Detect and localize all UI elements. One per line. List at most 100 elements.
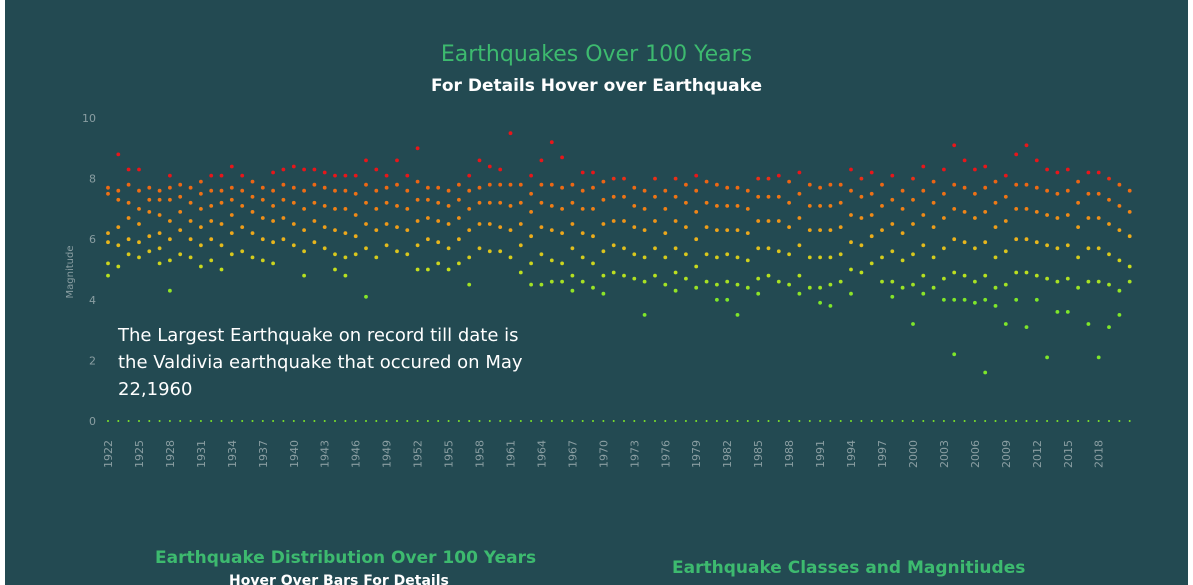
earthquake-point[interactable]	[735, 282, 740, 287]
earthquake-point[interactable]	[828, 255, 833, 260]
earthquake-point[interactable]	[188, 219, 193, 223]
earthquake-point[interactable]	[807, 255, 812, 260]
earthquake-point[interactable]	[1045, 355, 1049, 360]
earthquake-point[interactable]	[334, 420, 336, 422]
earthquake-point[interactable]	[302, 273, 306, 278]
earthquake-point[interactable]	[457, 237, 461, 242]
earthquake-point[interactable]	[715, 228, 719, 233]
earthquake-point[interactable]	[322, 170, 327, 175]
earthquake-point[interactable]	[436, 200, 441, 205]
earthquake-point[interactable]	[426, 185, 430, 190]
earthquake-point[interactable]	[178, 182, 183, 187]
earthquake-point[interactable]	[374, 207, 379, 211]
earthquake-points[interactable]	[106, 131, 1132, 422]
earthquake-point[interactable]	[1025, 420, 1028, 422]
earthquake-point[interactable]	[611, 176, 616, 181]
earthquake-point[interactable]	[828, 228, 833, 233]
earthquake-point[interactable]	[529, 191, 533, 196]
earthquake-point[interactable]	[911, 252, 915, 257]
earthquake-point[interactable]	[611, 270, 616, 275]
earthquake-point[interactable]	[602, 420, 605, 422]
earthquake-point[interactable]	[436, 185, 441, 190]
earthquake-point[interactable]	[209, 258, 214, 263]
earthquake-point[interactable]	[250, 210, 255, 214]
earthquake-point[interactable]	[272, 420, 275, 422]
earthquake-point[interactable]	[1034, 185, 1039, 190]
earthquake-point[interactable]	[333, 252, 337, 257]
earthquake-point[interactable]	[106, 231, 110, 236]
earthquake-point[interactable]	[147, 234, 152, 239]
earthquake-point[interactable]	[260, 258, 265, 263]
earthquake-point[interactable]	[931, 200, 936, 205]
earthquake-point[interactable]	[973, 216, 977, 220]
earthquake-point[interactable]	[715, 255, 719, 260]
earthquake-point[interactable]	[859, 176, 864, 181]
earthquake-point[interactable]	[725, 297, 730, 302]
earthquake-point[interactable]	[776, 173, 781, 178]
earthquake-point[interactable]	[436, 261, 441, 266]
earthquake-point[interactable]	[260, 185, 265, 190]
earthquake-point[interactable]	[580, 207, 585, 211]
earthquake-point[interactable]	[797, 273, 802, 278]
earthquake-point[interactable]	[580, 188, 585, 193]
earthquake-point[interactable]	[642, 207, 647, 211]
earthquake-point[interactable]	[849, 291, 853, 296]
earthquake-point[interactable]	[591, 185, 595, 190]
earthquake-point[interactable]	[395, 182, 399, 187]
earthquake-point[interactable]	[684, 200, 688, 205]
earthquake-point[interactable]	[1097, 420, 1100, 422]
earthquake-point[interactable]	[1014, 182, 1019, 187]
earthquake-point[interactable]	[374, 255, 379, 260]
earthquake-point[interactable]	[776, 194, 781, 199]
earthquake-point[interactable]	[601, 197, 606, 202]
earthquake-point[interactable]	[374, 228, 379, 233]
earthquake-point[interactable]	[1127, 188, 1132, 193]
earthquake-point[interactable]	[1127, 264, 1132, 269]
earthquake-point[interactable]	[1117, 258, 1122, 263]
earthquake-point[interactable]	[1045, 213, 1049, 217]
earthquake-point[interactable]	[931, 225, 936, 230]
earthquake-point[interactable]	[777, 420, 780, 422]
earthquake-point[interactable]	[406, 420, 409, 422]
earthquake-point[interactable]	[416, 420, 419, 422]
earthquake-point[interactable]	[518, 222, 523, 226]
earthquake-point[interactable]	[178, 252, 183, 257]
earthquake-point[interactable]	[550, 420, 553, 422]
earthquake-point[interactable]	[736, 420, 739, 422]
earthquake-point[interactable]	[477, 200, 482, 205]
earthquake-point[interactable]	[880, 182, 884, 187]
earthquake-point[interactable]	[963, 420, 966, 422]
earthquake-point[interactable]	[756, 194, 761, 199]
earthquake-point[interactable]	[673, 288, 678, 293]
earthquake-point[interactable]	[931, 179, 936, 184]
earthquake-point[interactable]	[622, 194, 626, 199]
earthquake-point[interactable]	[1096, 246, 1101, 251]
earthquake-point[interactable]	[539, 282, 544, 287]
earthquake-point[interactable]	[570, 273, 575, 278]
earthquake-point[interactable]	[241, 420, 244, 422]
earthquake-point[interactable]	[983, 297, 988, 302]
earthquake-point[interactable]	[756, 276, 761, 281]
earthquake-point[interactable]	[912, 420, 914, 422]
earthquake-point[interactable]	[312, 182, 317, 187]
earthquake-point[interactable]	[260, 197, 265, 202]
earthquake-point[interactable]	[291, 185, 296, 190]
earthquake-point[interactable]	[508, 131, 513, 136]
earthquake-point[interactable]	[436, 240, 441, 245]
earthquake-point[interactable]	[1118, 420, 1121, 422]
earthquake-point[interactable]	[787, 225, 791, 230]
earthquake-point[interactable]	[1087, 420, 1090, 422]
earthquake-point[interactable]	[973, 300, 977, 305]
earthquake-point[interactable]	[633, 420, 636, 422]
earthquake-point[interactable]	[219, 200, 224, 205]
earthquake-point[interactable]	[260, 216, 265, 220]
earthquake-point[interactable]	[117, 420, 120, 422]
earthquake-point[interactable]	[158, 420, 161, 422]
earthquake-point[interactable]	[395, 204, 399, 208]
earthquake-point[interactable]	[869, 213, 874, 217]
earthquake-point[interactable]	[477, 158, 482, 163]
earthquake-point[interactable]	[260, 237, 265, 242]
earthquake-point[interactable]	[890, 173, 895, 178]
earthquake-point[interactable]	[828, 304, 833, 308]
earthquake-point[interactable]	[859, 270, 864, 275]
